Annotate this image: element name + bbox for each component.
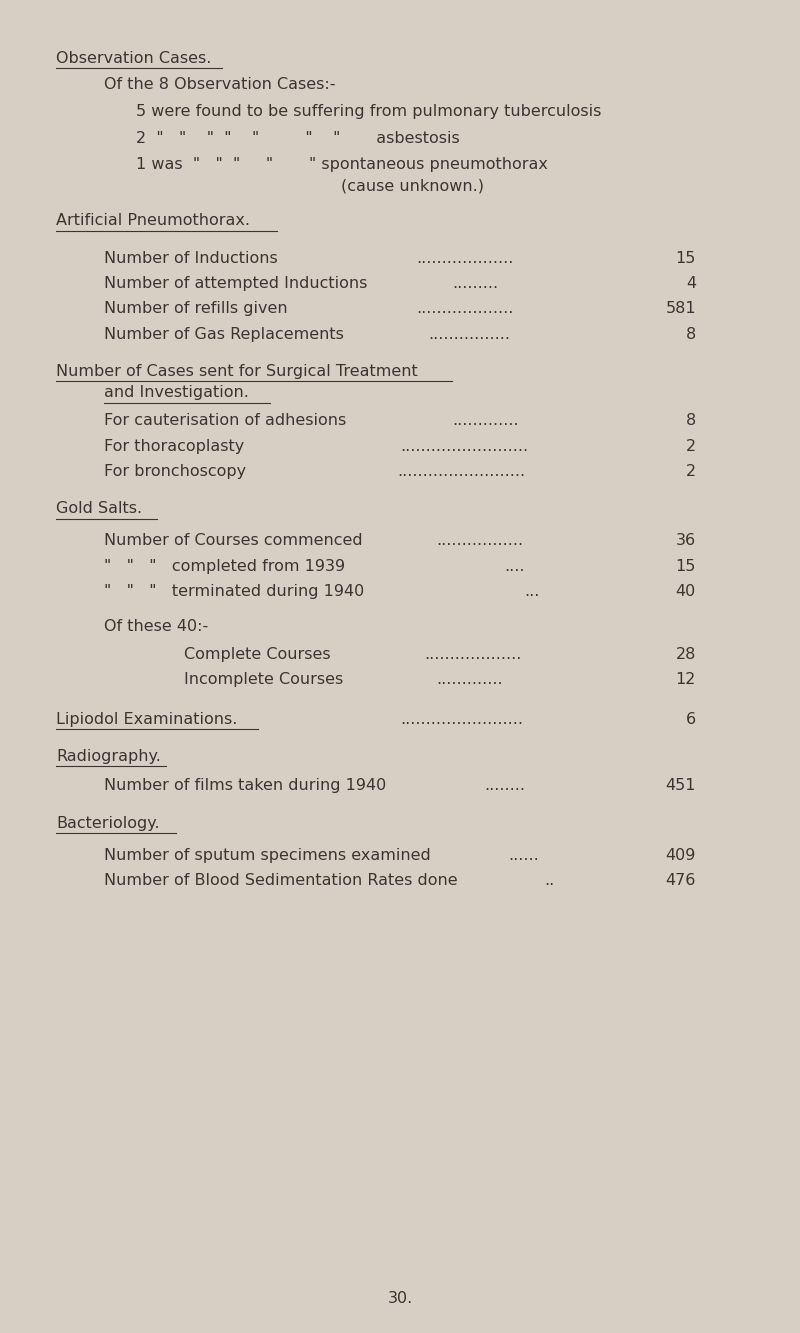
Text: Number of Blood Sedimentation Rates done: Number of Blood Sedimentation Rates done [104, 873, 458, 888]
Text: Number of Courses commenced: Number of Courses commenced [104, 533, 362, 548]
Text: 2: 2 [686, 439, 696, 453]
Text: Complete Courses: Complete Courses [184, 647, 330, 661]
Text: Lipiodol Examinations.: Lipiodol Examinations. [56, 712, 238, 726]
Text: 15: 15 [676, 251, 696, 265]
Text: 8: 8 [686, 327, 696, 341]
Text: Number of Gas Replacements: Number of Gas Replacements [104, 327, 344, 341]
Text: ................: ................ [428, 327, 510, 341]
Text: 15: 15 [676, 559, 696, 573]
Text: .........: ......... [452, 276, 498, 291]
Text: 5 were found to be suffering from pulmonary tuberculosis: 5 were found to be suffering from pulmon… [136, 104, 602, 119]
Text: .................: ................. [436, 533, 523, 548]
Text: Number of attempted Inductions: Number of attempted Inductions [104, 276, 367, 291]
Text: 8: 8 [686, 413, 696, 428]
Text: ...................: ................... [416, 301, 514, 316]
Text: Gold Salts.: Gold Salts. [56, 501, 142, 516]
Text: ......: ...... [508, 848, 538, 862]
Text: ...................: ................... [424, 647, 522, 661]
Text: Bacteriology.: Bacteriology. [56, 816, 160, 830]
Text: Radiography.: Radiography. [56, 749, 161, 764]
Text: .........................: ......................... [398, 464, 526, 479]
Text: .............: ............. [436, 672, 502, 686]
Text: 4: 4 [686, 276, 696, 291]
Text: ...: ... [524, 584, 539, 599]
Text: For cauterisation of adhesions: For cauterisation of adhesions [104, 413, 346, 428]
Text: 1 was  "   "  "     "       " spontaneous pneumothorax: 1 was " " " " " spontaneous pneumothorax [136, 157, 548, 172]
Text: Number of films taken during 1940: Number of films taken during 1940 [104, 778, 386, 793]
Text: 581: 581 [666, 301, 696, 316]
Text: "   "   "   terminated during 1940: " " " terminated during 1940 [104, 584, 364, 599]
Text: Artificial Pneumothorax.: Artificial Pneumothorax. [56, 213, 250, 228]
Text: For thoracoplasty: For thoracoplasty [104, 439, 244, 453]
Text: Number of sputum specimens examined: Number of sputum specimens examined [104, 848, 430, 862]
Text: Incomplete Courses: Incomplete Courses [184, 672, 343, 686]
Text: 40: 40 [676, 584, 696, 599]
Text: 30.: 30. [387, 1292, 413, 1306]
Text: (cause unknown.): (cause unknown.) [136, 179, 484, 193]
Text: 451: 451 [666, 778, 696, 793]
Text: ........................: ........................ [400, 712, 523, 726]
Text: "   "   "   completed from 1939: " " " completed from 1939 [104, 559, 345, 573]
Text: Number of Cases sent for Surgical Treatment: Number of Cases sent for Surgical Treatm… [56, 364, 418, 379]
Text: For bronchoscopy: For bronchoscopy [104, 464, 246, 479]
Text: ..: .. [544, 873, 554, 888]
Text: Observation Cases.: Observation Cases. [56, 51, 211, 65]
Text: Number of refills given: Number of refills given [104, 301, 288, 316]
Text: ....: .... [504, 559, 525, 573]
Text: .........................: ......................... [400, 439, 528, 453]
Text: 6: 6 [686, 712, 696, 726]
Text: 12: 12 [676, 672, 696, 686]
Text: Of these 40:-: Of these 40:- [104, 619, 208, 633]
Text: 2: 2 [686, 464, 696, 479]
Text: 409: 409 [666, 848, 696, 862]
Text: Of the 8 Observation Cases:-: Of the 8 Observation Cases:- [104, 77, 335, 92]
Text: 36: 36 [676, 533, 696, 548]
Text: ........: ........ [484, 778, 525, 793]
Text: 476: 476 [666, 873, 696, 888]
Text: ...................: ................... [416, 251, 514, 265]
Text: .............: ............. [452, 413, 518, 428]
Text: 28: 28 [676, 647, 696, 661]
Text: 2  "   "    "  "    "         "    "       asbestosis: 2 " " " " " " " asbestosis [136, 131, 460, 145]
Text: and Investigation.: and Investigation. [104, 385, 249, 400]
Text: Number of Inductions: Number of Inductions [104, 251, 278, 265]
